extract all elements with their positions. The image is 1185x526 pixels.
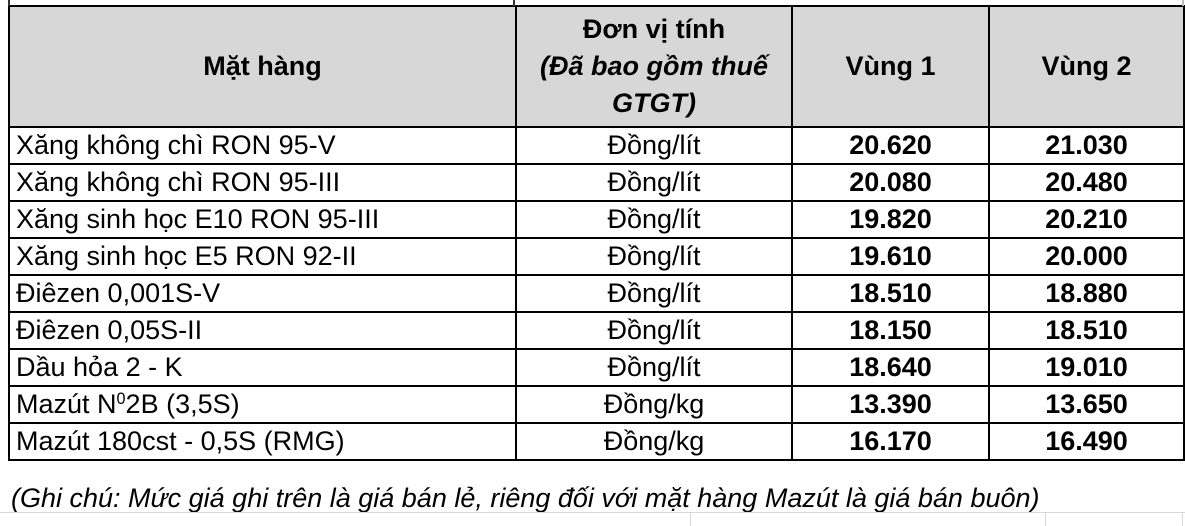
- region1-price-cell: 18.510: [791, 274, 990, 313]
- unit-cell: Đồng/lít: [515, 126, 793, 165]
- unit-cell: Đồng/lít: [515, 311, 793, 350]
- region2-price-cell: 20.480: [988, 163, 1185, 202]
- product-cell: Dầu hỏa 2 - K: [8, 348, 517, 387]
- region2-price-cell: 19.010: [988, 348, 1185, 387]
- gridline-stub: [8, 0, 10, 6]
- gridline-stub: [1182, 0, 1184, 6]
- region2-price-cell: 18.880: [988, 274, 1185, 313]
- table-row: Dầu hỏa 2 - K Đồng/lít 18.640 19.010: [8, 348, 1185, 387]
- table-row: Điêzen 0,05S-II Đồng/lít 18.150 18.510: [8, 311, 1185, 350]
- unit-cell: Đồng/kg: [515, 385, 793, 424]
- col-header-region2: Vùng 2: [988, 5, 1185, 128]
- region1-price-cell: 20.080: [791, 163, 990, 202]
- table-row: Mazút N02B (3,5S) Đồng/kg 13.390 13.650: [8, 385, 1185, 424]
- product-text: Mazút N: [16, 389, 117, 419]
- fuel-price-table: Mặt hàng Đơn vị tính (Đã bao gồm thuế GT…: [8, 5, 1185, 461]
- unit-cell: Đồng/kg: [515, 422, 793, 461]
- unit-header-title: Đơn vị tính: [582, 14, 726, 44]
- table-row: Xăng không chì RON 95-V Đồng/lít 20.620 21.…: [8, 126, 1185, 165]
- region2-price-cell: 20.000: [988, 237, 1185, 276]
- region1-price-cell: 16.170: [791, 422, 990, 461]
- product-cell: Điêzen 0,001S-V: [8, 274, 517, 313]
- region1-price-cell: 20.620: [791, 126, 990, 165]
- unit-cell: Đồng/lít: [515, 200, 793, 239]
- gridline-vertical: [690, 513, 691, 526]
- product-cell: Xăng sinh học E10 RON 95-III: [8, 200, 517, 239]
- table-row: Xăng sinh học E10 RON 95-III Đồng/lít 19.8…: [8, 200, 1185, 239]
- region2-price-cell: 16.490: [988, 422, 1185, 461]
- product-cell: Điêzen 0,05S-II: [8, 311, 517, 350]
- product-cell: Xăng không chì RON 95-III: [8, 163, 517, 202]
- table-header: Mặt hàng Đơn vị tính (Đã bao gồm thuế GT…: [8, 5, 1185, 128]
- region1-price-cell: 19.610: [791, 237, 990, 276]
- gridline-vertical: [1182, 513, 1183, 526]
- product-cell: Mazút N02B (3,5S): [8, 385, 517, 424]
- region2-price-cell: 13.650: [988, 385, 1185, 424]
- unit-header-subtitle: (Đã bao gồm thuế GTGT): [540, 51, 768, 118]
- table-row: Xăng không chì RON 95-III Đồng/lít 20.080 2…: [8, 163, 1185, 202]
- col-header-product: Mặt hàng: [8, 5, 517, 128]
- unit-cell: Đồng/lít: [515, 274, 793, 313]
- gridline-stub: [513, 0, 515, 6]
- product-superscript: 0: [116, 390, 126, 409]
- region1-price-cell: 18.640: [791, 348, 990, 387]
- region1-price-cell: 19.820: [791, 200, 990, 239]
- gridline-horizontal: [0, 512, 1185, 513]
- footnote: (Ghi chú: Mức giá ghi trên là giá bán lẻ…: [11, 483, 1040, 513]
- unit-cell: Đồng/lít: [515, 237, 793, 276]
- region2-price-cell: 18.510: [988, 311, 1185, 350]
- price-table-body: Xăng không chì RON 95-V Đồng/lít 20.620 21.…: [8, 126, 1185, 461]
- region1-price-cell: 18.150: [791, 311, 990, 350]
- product-text: 2B (3,5S): [125, 389, 240, 419]
- unit-cell: Đồng/lít: [515, 163, 793, 202]
- product-cell: Xăng không chì RON 95-V: [8, 126, 517, 165]
- col-header-region1: Vùng 1: [791, 5, 990, 128]
- gridline-vertical: [1045, 513, 1046, 526]
- col-header-unit: Đơn vị tính (Đã bao gồm thuế GTGT): [515, 5, 793, 128]
- table-row: Điêzen 0,001S-V Đồng/lít 18.510 18.880: [8, 274, 1185, 313]
- unit-cell: Đồng/lít: [515, 348, 793, 387]
- table-row: Xăng sinh học E5 RON 92-II Đồng/lít 19.610…: [8, 237, 1185, 276]
- table-row: Mazút 180cst - 0,5S (RMG) Đồng/kg 16.170 16…: [8, 422, 1185, 461]
- region1-price-cell: 13.390: [791, 385, 990, 424]
- product-cell: Mazút 180cst - 0,5S (RMG): [8, 422, 517, 461]
- region2-price-cell: 20.210: [988, 200, 1185, 239]
- region2-price-cell: 21.030: [988, 126, 1185, 165]
- header-row: Mặt hàng Đơn vị tính (Đã bao gồm thuế GT…: [8, 5, 1185, 128]
- product-cell: Xăng sinh học E5 RON 92-II: [8, 237, 517, 276]
